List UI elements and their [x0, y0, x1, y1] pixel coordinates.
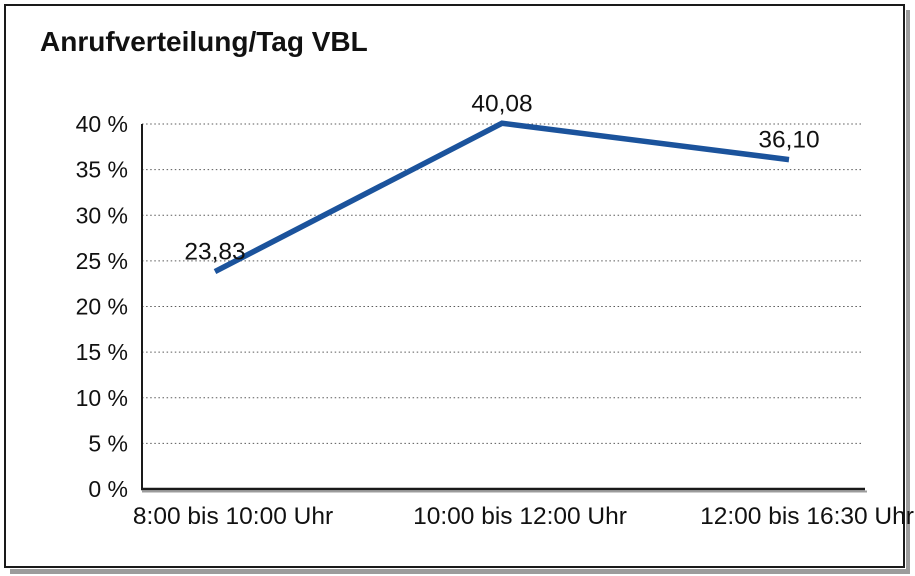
chart-frame: [4, 4, 905, 568]
frame-shadow-right: [906, 10, 910, 571]
y-axis-tick-label: 25 %: [76, 248, 128, 274]
x-axis-category-label: 8:00 bis 10:00 Uhr: [133, 503, 333, 530]
y-axis-tick-label: 0 %: [88, 476, 128, 502]
data-series-line: [213, 120, 790, 274]
data-point-label: 36,10: [758, 127, 819, 154]
y-axis-tick-label: 40 %: [76, 111, 128, 137]
data-point-label: 23,83: [184, 239, 245, 266]
frame-shadow-bottom: [10, 569, 910, 574]
x-axis-category-label: 10:00 bis 12:00 Uhr: [413, 503, 627, 530]
y-axis-tick-label: 15 %: [76, 339, 128, 365]
y-axis-tick-label: 20 %: [76, 294, 128, 320]
x-axis-category-label: 12:00 bis 16:30 Uhr: [700, 503, 914, 530]
y-axis-tick-label: 30 %: [76, 202, 128, 228]
chart-title: Anrufverteilung/Tag VBL: [40, 26, 368, 57]
y-axis-tick-label: 10 %: [76, 385, 128, 411]
y-axis-tick-label: 5 %: [88, 430, 128, 456]
y-axis-tick-label: 35 %: [76, 157, 128, 183]
data-point-label: 40,08: [471, 90, 532, 117]
